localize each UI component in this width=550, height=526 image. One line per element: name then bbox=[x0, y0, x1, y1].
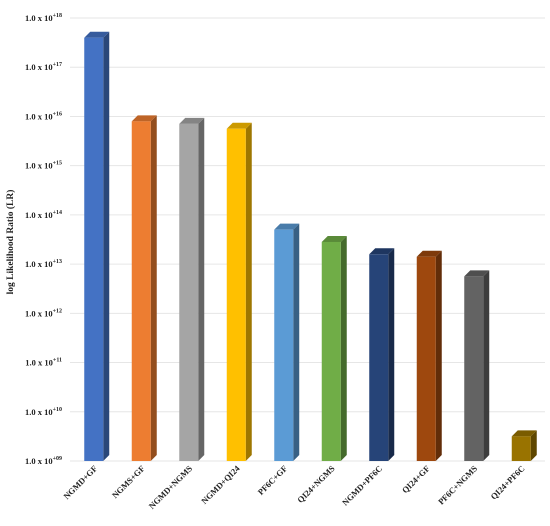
bar-top bbox=[416, 250, 442, 257]
bar-front bbox=[84, 37, 104, 461]
bar-top bbox=[131, 115, 157, 122]
bar-front bbox=[226, 128, 246, 461]
bar bbox=[84, 31, 110, 461]
y-axis-title: log Likelihood Ratio (LR) bbox=[5, 190, 16, 295]
bar-side bbox=[483, 270, 490, 461]
x-tick-label: QI24+GF bbox=[400, 463, 432, 495]
bar-top bbox=[179, 117, 205, 124]
x-tick-label: PF6C+GF bbox=[256, 463, 290, 497]
bar-front bbox=[464, 276, 484, 461]
x-tick-label: NGMS+GF bbox=[110, 463, 147, 500]
bar-side bbox=[435, 250, 442, 461]
bar bbox=[369, 248, 395, 461]
y-tick-layer: 1.0 x 10+09 1.0 x 10+10 1.0 x 10+11 1.0 x 1… bbox=[25, 13, 62, 466]
bar-front bbox=[179, 123, 199, 462]
x-tick-label: NGMD+GF bbox=[61, 463, 99, 501]
x-tick-label: QI24+NGMS bbox=[295, 463, 337, 505]
bar-top bbox=[321, 235, 347, 242]
x-tick-label: QI24+PF6C bbox=[488, 463, 526, 501]
bar bbox=[131, 115, 157, 461]
bar-top bbox=[464, 270, 490, 277]
y-tick-label: 1.0 x 10+10 bbox=[25, 407, 62, 417]
y-tick-label: 1.0 x 10+15 bbox=[25, 161, 62, 171]
y-tick-label: 1.0 x 10+09 bbox=[25, 456, 62, 466]
bar bbox=[464, 270, 490, 461]
x-label-layer: NGMD+GF NGMS+GF NGMD+NGMS NGMD+QI24 PF6C+GF Q… bbox=[61, 463, 526, 511]
bar-top bbox=[226, 122, 252, 129]
bar bbox=[274, 223, 300, 461]
bar-front bbox=[511, 436, 531, 461]
bar bbox=[511, 430, 537, 461]
y-tick-label: 1.0 x 10+17 bbox=[25, 62, 62, 72]
bar-front bbox=[369, 254, 389, 461]
bar-side bbox=[150, 115, 157, 461]
bar-side bbox=[245, 122, 252, 461]
bar-top bbox=[84, 31, 110, 38]
y-tick-label: 1.0 x 10+12 bbox=[25, 308, 62, 318]
bar bbox=[416, 250, 442, 461]
bar bbox=[321, 235, 347, 461]
y-tick-label: 1.0 x 10+13 bbox=[25, 259, 62, 269]
bar-top bbox=[274, 223, 300, 230]
bar-top bbox=[369, 248, 395, 255]
bar-layer bbox=[84, 31, 537, 462]
bar-side bbox=[388, 248, 395, 461]
bar-side bbox=[530, 430, 537, 461]
bar-front bbox=[274, 229, 294, 461]
y-tick-label: 1.0 x 10+18 bbox=[25, 13, 62, 23]
bar-front bbox=[416, 256, 436, 461]
bar bbox=[179, 117, 205, 462]
bar bbox=[226, 122, 252, 461]
bar-side bbox=[293, 223, 300, 461]
x-tick-label: PF6C+NGMS bbox=[436, 463, 479, 506]
y-tick-label: 1.0 x 10+11 bbox=[25, 358, 62, 368]
x-tick-label: NGMD+PF6C bbox=[340, 463, 384, 507]
y-tick-label: 1.0 x 10+16 bbox=[25, 111, 62, 121]
bar-top bbox=[511, 430, 537, 437]
bar-front bbox=[321, 241, 341, 461]
bar-side bbox=[198, 117, 205, 462]
y-tick-label: 1.0 x 10+14 bbox=[25, 210, 62, 220]
bar-front bbox=[131, 121, 151, 461]
x-tick-label: NGMD+NGMS bbox=[147, 463, 195, 511]
bar-side bbox=[103, 31, 110, 461]
bar-side bbox=[340, 235, 347, 461]
x-tick-label: NGMD+QI24 bbox=[199, 463, 242, 506]
